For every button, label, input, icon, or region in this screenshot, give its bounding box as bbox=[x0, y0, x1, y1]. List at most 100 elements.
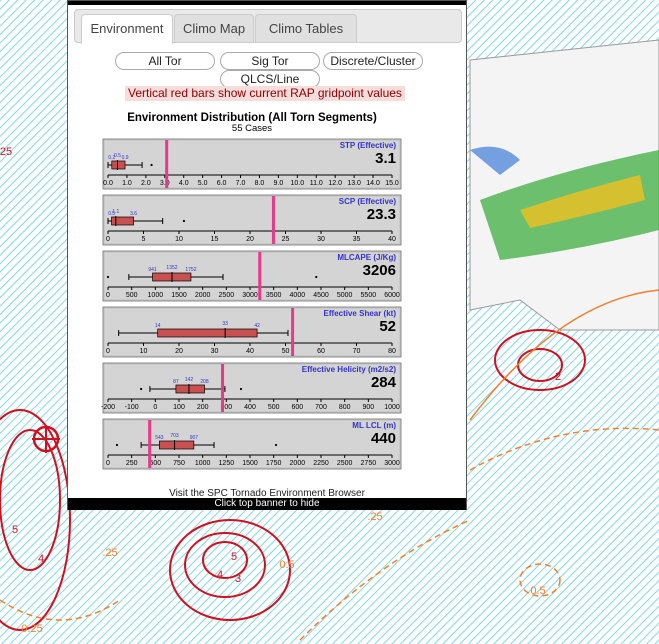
tick-label: 900 bbox=[362, 404, 374, 411]
panel-title: SCP (Effective) bbox=[339, 197, 397, 206]
tick-label: 500 bbox=[268, 404, 280, 411]
box-label: 1352 bbox=[166, 265, 177, 271]
plot-area bbox=[105, 197, 399, 243]
box-label: 907 bbox=[190, 435, 199, 441]
tick-label: 20 bbox=[175, 348, 183, 355]
map-label: .25 bbox=[367, 511, 382, 523]
tick-label: 3500 bbox=[266, 292, 282, 299]
tab[interactable]: Climo Map bbox=[174, 14, 254, 42]
tick-label: -200 bbox=[101, 404, 115, 411]
radar bbox=[470, 146, 520, 175]
tick-label: 5 bbox=[142, 236, 146, 243]
tick-label: 400 bbox=[244, 404, 256, 411]
plot-area bbox=[105, 365, 399, 411]
tab[interactable]: Environment bbox=[81, 14, 173, 44]
tick-label: 10 bbox=[175, 236, 183, 243]
link-text[interactable]: Visit the SPC Tornado Environment Browse… bbox=[169, 488, 365, 499]
tab[interactable]: Climo Tables bbox=[255, 14, 357, 42]
tick-label: 13.0 bbox=[347, 180, 361, 187]
current-value: 52 bbox=[379, 318, 396, 335]
tick-label: 1000 bbox=[195, 460, 211, 467]
button[interactable]: QLCS/Line bbox=[220, 70, 320, 88]
top-banner[interactable] bbox=[68, 1, 466, 5]
radar bbox=[520, 175, 645, 228]
current-bar bbox=[165, 140, 169, 188]
map-label: .25 bbox=[102, 547, 117, 559]
tick-label: 6.0 bbox=[217, 180, 227, 187]
tick-label: 250 bbox=[126, 460, 138, 467]
box bbox=[111, 216, 134, 226]
dashed-contours bbox=[0, 427, 659, 641]
tick-label: 10.0 bbox=[291, 180, 305, 187]
tick-label: 60 bbox=[317, 348, 325, 355]
popup: Environment Climo Map Climo Tables All T… bbox=[67, 0, 467, 510]
panel-title: Effective Shear (kt) bbox=[324, 309, 397, 318]
tick-label: 35 bbox=[353, 236, 361, 243]
tick-label: 12.0 bbox=[328, 180, 342, 187]
chart-title: Environment Distribution (All Torn Segme… bbox=[127, 112, 377, 124]
tick-label: 2000 bbox=[195, 292, 211, 299]
outlier bbox=[115, 443, 119, 447]
outlier bbox=[315, 275, 318, 279]
note: Vertical red bars show current RAP gridp… bbox=[125, 86, 405, 101]
tick-label: 15.0 bbox=[385, 180, 399, 187]
tick-label: 500 bbox=[126, 292, 138, 299]
tick-label: 14.0 bbox=[366, 180, 380, 187]
box-label: 0.9 bbox=[122, 155, 129, 161]
tick-label: -100 bbox=[125, 404, 139, 411]
tick-label: 3000 bbox=[242, 292, 258, 299]
panel-title: ML LCL (m) bbox=[352, 421, 396, 430]
tick-label: 5.0 bbox=[198, 180, 208, 187]
button[interactable]: Discrete/Cluster bbox=[323, 52, 423, 70]
map-label: 4 bbox=[217, 569, 223, 581]
contour bbox=[469, 289, 659, 421]
box bbox=[111, 160, 126, 170]
box-label: 33 bbox=[222, 321, 228, 327]
plot-area bbox=[105, 421, 399, 467]
button[interactable]: All Tor bbox=[115, 52, 215, 70]
tick-label: 9.0 bbox=[274, 180, 284, 187]
panel: -200 -100 0 100 200 300 400 500 600 700 800 900 1000… bbox=[101, 362, 402, 414]
current-bar bbox=[258, 252, 262, 300]
contours bbox=[0, 329, 586, 631]
tick-label: 100 bbox=[173, 404, 185, 411]
tick-label: 6000 bbox=[384, 292, 400, 299]
box-label: 87 bbox=[173, 379, 179, 385]
map-label: 25 bbox=[0, 146, 12, 158]
box-label: 0.5 bbox=[114, 153, 121, 159]
box-label: 208 bbox=[200, 379, 209, 385]
current-bar bbox=[271, 196, 275, 244]
chart: Environment Distribution (All Torn Segme… bbox=[101, 112, 402, 470]
outlier bbox=[140, 387, 143, 391]
current-value: 440 bbox=[371, 430, 396, 447]
tick-label: 1000 bbox=[384, 404, 400, 411]
tick-label: 30 bbox=[317, 236, 325, 243]
tick-label: 2500 bbox=[337, 460, 353, 467]
tick-label: 1.0 bbox=[122, 180, 132, 187]
box-label: 0.5 bbox=[108, 211, 115, 217]
tick-label: 5500 bbox=[361, 292, 377, 299]
box-label: 703 bbox=[170, 433, 179, 439]
box-label: 14 bbox=[155, 323, 161, 329]
tick-label: 80 bbox=[388, 348, 396, 355]
tick-label: 2250 bbox=[313, 460, 329, 467]
button[interactable]: Sig Tor bbox=[220, 52, 320, 70]
panel: 0 250 500 750 1000 1250 1500 1750 2000 2250 2500 27… bbox=[102, 418, 402, 470]
tick-label: 0 bbox=[106, 348, 110, 355]
tick-label: 3000 bbox=[384, 460, 400, 467]
plot-area bbox=[105, 141, 399, 187]
box bbox=[157, 328, 258, 338]
box-label: 42 bbox=[254, 323, 260, 329]
tick-label: 800 bbox=[339, 404, 351, 411]
tick-label: 1500 bbox=[242, 460, 258, 467]
tick-label: 3.0 bbox=[160, 180, 170, 187]
current-value: 284 bbox=[371, 374, 397, 391]
map-label: 0.25 bbox=[21, 623, 42, 635]
tick-label: 25 bbox=[282, 236, 290, 243]
tick-label: 0 bbox=[153, 404, 157, 411]
tick-label: 750 bbox=[173, 460, 185, 467]
tick-label: 0 bbox=[106, 460, 110, 467]
hide-bar[interactable]: Click top banner to hide bbox=[68, 498, 466, 510]
outlier bbox=[182, 219, 186, 223]
tick-label: 2.0 bbox=[141, 180, 151, 187]
